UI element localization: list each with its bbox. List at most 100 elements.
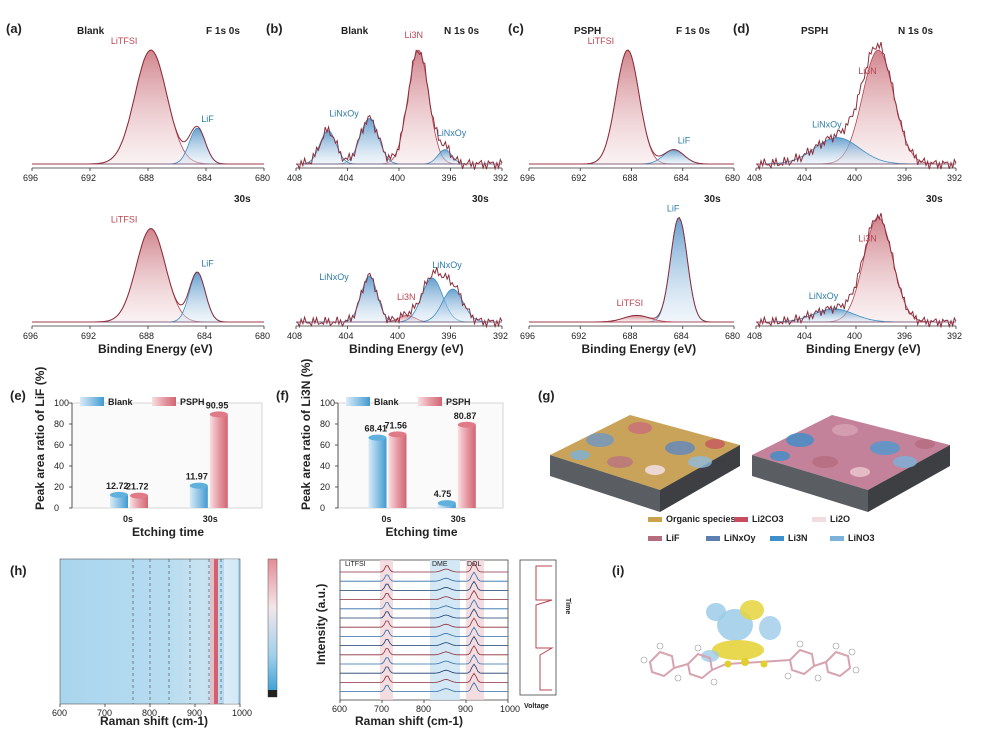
raman-hot-band <box>214 559 218 704</box>
xps-envelope <box>295 49 503 171</box>
peak-label: LiTFSI <box>617 298 644 308</box>
legend-swatch <box>734 517 748 522</box>
legend-swatch <box>770 536 784 541</box>
y-title: Peak area ratio of LiF (%) <box>33 367 47 510</box>
psph-grain <box>893 456 917 468</box>
x-tick-label: 600 <box>332 704 347 714</box>
raman-spectra: LiTFSI DME DOL 600 700 800 900 1000 Raman sh… <box>314 559 520 728</box>
blank-grain <box>705 439 725 449</box>
peak-label: LiTFSI <box>588 36 615 46</box>
region-dme <box>430 560 460 700</box>
y-tick-label: 20 <box>320 482 330 492</box>
x-tick-label: 696 <box>520 331 535 341</box>
raman-colorbar <box>267 558 278 698</box>
x-tick-label: 680 <box>725 173 740 183</box>
x-tick-label: 400 <box>390 331 405 341</box>
panel-label-d: (d) <box>733 21 750 36</box>
raman-spectra-x-title: Raman shift (cm-1) <box>355 714 463 728</box>
raman-spectrum <box>340 599 508 610</box>
xps-plot-d-30s: 408 404 400 396 392 Li3N LiNxOy 30s Binding Ener… <box>747 194 962 356</box>
xps-sample-label: Blank <box>77 26 105 37</box>
peak-label: LiNxOy <box>812 120 842 130</box>
x-tick-label: 696 <box>520 173 535 183</box>
charge-density-lobe <box>706 603 726 621</box>
region-dol <box>466 560 484 700</box>
x-tick-label: 396 <box>897 331 912 341</box>
legend-label-psph: PSPH <box>180 397 205 407</box>
xps-plot-c-30s: 696 692 688 684 680 LiF LiTFSI 30s Binding Energ… <box>520 194 740 356</box>
raman-spectrum <box>340 580 508 591</box>
region-label-dme: DME <box>432 561 448 568</box>
psph-grain <box>870 441 900 455</box>
xps-peak <box>32 49 264 165</box>
legend-item-label: Li2CO3 <box>752 514 784 524</box>
y-tick-label: 40 <box>320 461 330 471</box>
blank-side-right <box>660 445 740 512</box>
bar-charts: 02040608010012.7221.720s11.9790.9530sEtc… <box>33 359 504 539</box>
psph-grain <box>850 467 870 477</box>
x-tick-label: 900 <box>187 708 202 718</box>
xps-time-label: 30s <box>704 194 721 205</box>
x-tick-label: 688 <box>139 173 154 183</box>
y-tick-label: 0 <box>320 503 325 513</box>
peak-label: Li3N <box>404 30 423 40</box>
x-tick-label: 392 <box>947 331 962 341</box>
xps-sample-label: PSPH <box>801 26 828 37</box>
x-tick-label: 684 <box>197 331 212 341</box>
x-tick-label: 408 <box>747 331 762 341</box>
molecule-sulfur <box>724 658 768 668</box>
legend-item-label: Li3N <box>788 533 808 543</box>
peak-label: LiNxOy <box>432 260 462 270</box>
xps-envelope <box>295 266 503 329</box>
x-tick-label: 680 <box>255 173 270 183</box>
psph-grain <box>812 456 838 468</box>
category-label: 0s <box>123 514 133 524</box>
raman-spectrum <box>340 672 508 683</box>
panel-label-c: (c) <box>508 21 524 36</box>
bar-value-label: 21.72 <box>126 482 149 492</box>
peak-label: LiF <box>201 259 214 269</box>
x-tick-label: 392 <box>493 173 508 183</box>
time-label: Time <box>564 598 571 614</box>
x-tick-label: 688 <box>623 173 638 183</box>
plot-frame <box>71 402 263 509</box>
category-label: 30s <box>451 514 466 524</box>
raman-spectrum <box>340 562 508 573</box>
molecule-structure <box>640 600 860 686</box>
category-label: 0s <box>382 514 392 524</box>
raman-spectrum <box>340 589 508 600</box>
peak-label: LiF <box>678 136 691 146</box>
x-tick-label: 700 <box>374 704 389 714</box>
x-tick-label: 680 <box>255 331 270 341</box>
x-tick-label: 692 <box>81 173 96 183</box>
psph-grain <box>786 433 814 447</box>
psph-side-front <box>752 455 868 512</box>
xps-edge-label: F 1s 0s <box>676 26 710 37</box>
xps-envelope <box>755 212 957 329</box>
panel-label-h: (h) <box>10 563 27 578</box>
y-tick-label: 80 <box>320 419 330 429</box>
x-tick-label: 696 <box>23 331 38 341</box>
psph-side-right <box>868 445 950 512</box>
x-tick-label: 404 <box>339 173 354 183</box>
y-tick-label: 60 <box>320 440 330 450</box>
blank-grain <box>665 441 695 455</box>
peak-label: LiNxOy <box>437 128 467 138</box>
bar-psph <box>130 495 148 508</box>
sei-schematic <box>550 415 950 512</box>
legend-label-blank: Blank <box>374 397 400 407</box>
xps-x-title: Binding Energy (eV) <box>806 342 921 356</box>
x-tick-label: 800 <box>142 708 157 718</box>
raman-colorbar-end <box>268 690 277 697</box>
raman-spectrum <box>340 617 508 628</box>
x-tick-label: 404 <box>797 173 812 183</box>
y-tick-label: 20 <box>54 482 64 492</box>
xps-panels: 696 692 688 684 680 LiTFSI LiF Blank F 1s 0s 696 6… <box>23 26 962 356</box>
blank-grain <box>628 422 652 434</box>
legend-swatch-blank <box>346 397 370 406</box>
x-tick-label: 692 <box>81 331 96 341</box>
x-tick-label: 396 <box>897 173 912 183</box>
charge-density-lobe <box>759 616 781 640</box>
